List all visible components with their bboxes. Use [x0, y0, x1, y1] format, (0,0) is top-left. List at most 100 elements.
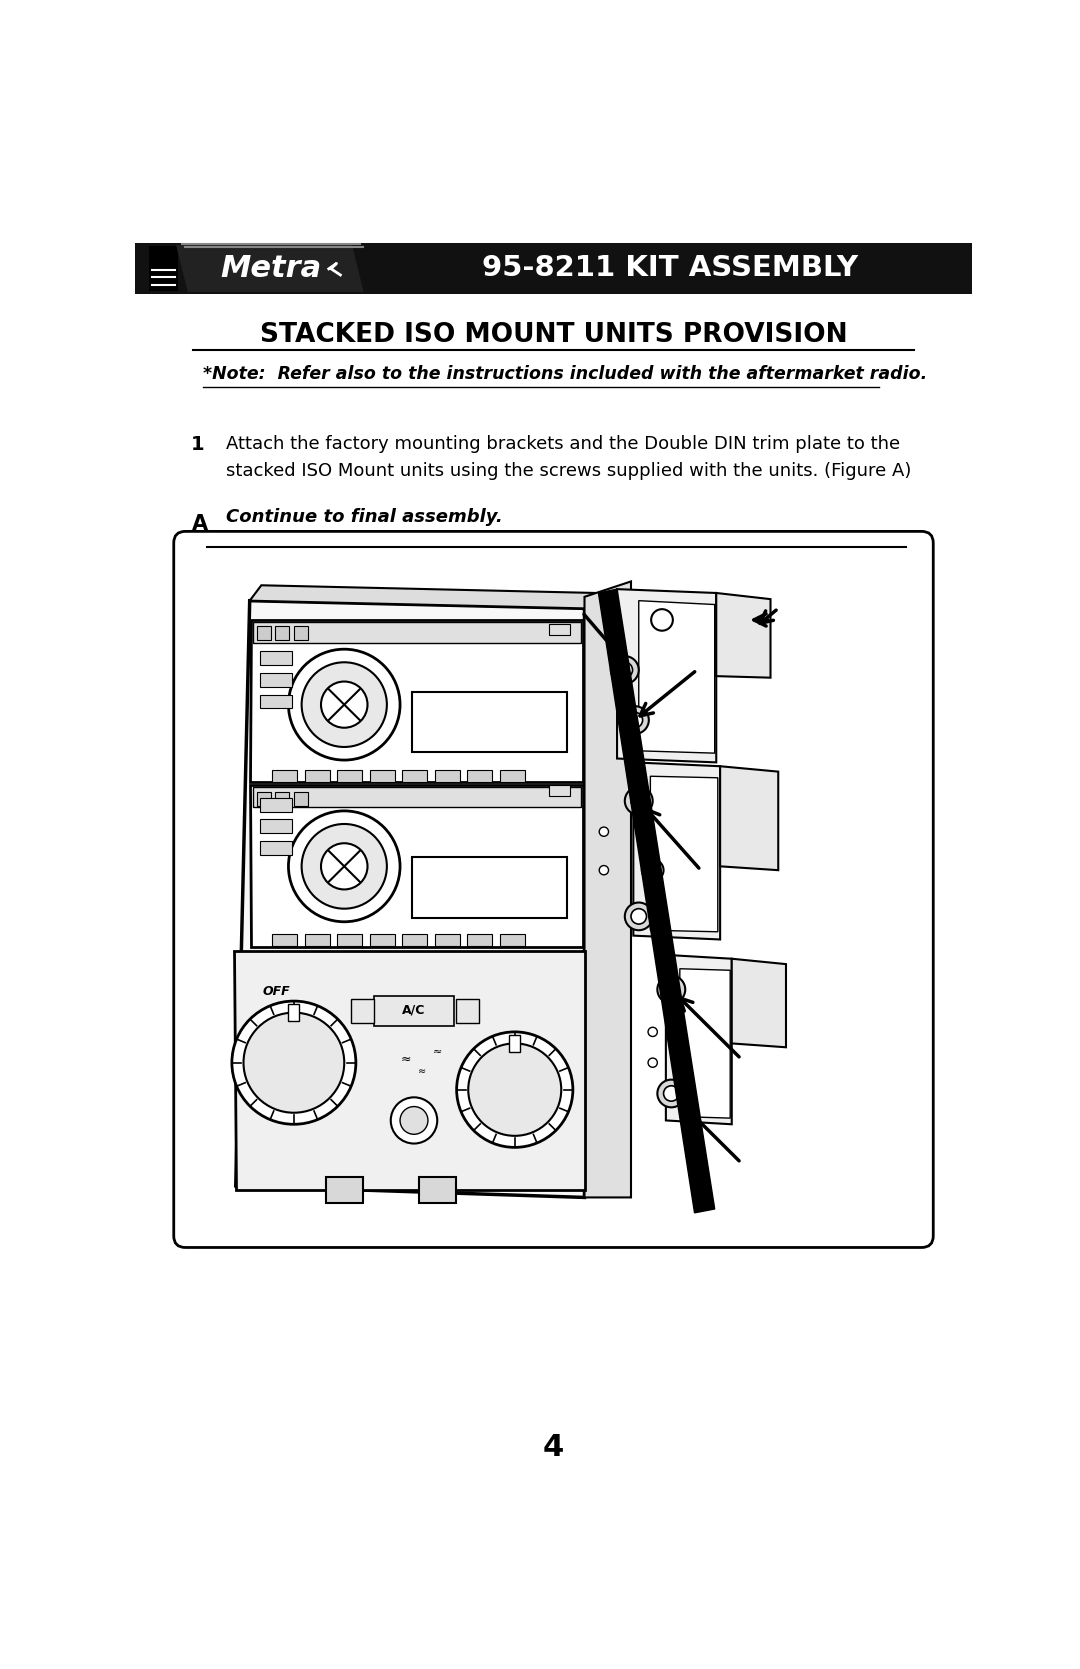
Text: 95-8211 KIT ASSEMBLY: 95-8211 KIT ASSEMBLY — [482, 254, 858, 282]
Circle shape — [651, 609, 673, 631]
FancyBboxPatch shape — [456, 998, 480, 1023]
Polygon shape — [638, 601, 715, 753]
FancyBboxPatch shape — [419, 1177, 456, 1203]
Text: Attach the factory mounting brackets and the Double DIN trim plate to the: Attach the factory mounting brackets and… — [227, 436, 901, 452]
Polygon shape — [584, 581, 631, 1197]
FancyBboxPatch shape — [500, 935, 525, 946]
FancyBboxPatch shape — [288, 1005, 299, 1021]
FancyBboxPatch shape — [369, 769, 394, 783]
Circle shape — [599, 866, 608, 875]
FancyBboxPatch shape — [260, 673, 293, 688]
FancyBboxPatch shape — [403, 769, 428, 783]
Text: 1: 1 — [191, 436, 204, 454]
FancyBboxPatch shape — [337, 769, 362, 783]
Polygon shape — [720, 766, 779, 870]
Text: A: A — [191, 514, 207, 534]
FancyBboxPatch shape — [294, 793, 308, 806]
Circle shape — [663, 1087, 679, 1102]
FancyBboxPatch shape — [435, 935, 460, 946]
Circle shape — [611, 656, 638, 684]
Polygon shape — [598, 589, 715, 1213]
Polygon shape — [253, 788, 581, 808]
FancyBboxPatch shape — [257, 793, 271, 806]
Text: ≈: ≈ — [418, 1066, 426, 1077]
Polygon shape — [732, 958, 786, 1046]
FancyBboxPatch shape — [272, 769, 297, 783]
Polygon shape — [249, 586, 596, 609]
Circle shape — [321, 843, 367, 890]
Circle shape — [631, 793, 647, 808]
Circle shape — [631, 908, 647, 925]
Circle shape — [627, 713, 643, 728]
Text: *Note:  Refer also to the instructions included with the aftermarket radio.: *Note: Refer also to the instructions in… — [203, 364, 928, 382]
FancyBboxPatch shape — [468, 935, 492, 946]
Circle shape — [617, 663, 633, 678]
Text: stacked ISO Mount units using the screws supplied with the units. (Figure A): stacked ISO Mount units using the screws… — [227, 462, 912, 481]
FancyBboxPatch shape — [369, 935, 394, 946]
Text: Metra: Metra — [220, 254, 321, 284]
FancyBboxPatch shape — [435, 769, 460, 783]
Circle shape — [599, 828, 608, 836]
FancyBboxPatch shape — [260, 694, 293, 708]
Text: ≈: ≈ — [401, 1053, 411, 1066]
FancyBboxPatch shape — [135, 242, 972, 294]
Circle shape — [321, 681, 367, 728]
Polygon shape — [249, 786, 583, 948]
Circle shape — [288, 649, 400, 759]
FancyBboxPatch shape — [413, 858, 567, 918]
FancyBboxPatch shape — [468, 769, 492, 783]
FancyBboxPatch shape — [403, 935, 428, 946]
FancyBboxPatch shape — [326, 1177, 363, 1203]
Circle shape — [663, 981, 679, 998]
FancyBboxPatch shape — [174, 531, 933, 1247]
FancyBboxPatch shape — [549, 624, 570, 634]
FancyBboxPatch shape — [275, 793, 289, 806]
Polygon shape — [633, 763, 720, 940]
Polygon shape — [235, 601, 584, 1197]
Polygon shape — [176, 245, 364, 292]
Circle shape — [391, 1097, 437, 1143]
FancyBboxPatch shape — [260, 819, 293, 833]
FancyBboxPatch shape — [351, 998, 375, 1023]
FancyBboxPatch shape — [272, 935, 297, 946]
Polygon shape — [666, 955, 732, 1125]
Circle shape — [243, 1013, 345, 1113]
Text: 4: 4 — [543, 1434, 564, 1462]
Circle shape — [625, 788, 652, 814]
Circle shape — [301, 824, 387, 908]
Circle shape — [400, 1107, 428, 1135]
FancyBboxPatch shape — [275, 626, 289, 639]
Circle shape — [642, 860, 663, 881]
Text: Continue to final assembly.: Continue to final assembly. — [227, 509, 503, 526]
Text: OFF: OFF — [262, 985, 291, 998]
Polygon shape — [679, 968, 730, 1118]
Polygon shape — [234, 951, 584, 1190]
FancyBboxPatch shape — [549, 786, 570, 796]
Polygon shape — [716, 592, 770, 678]
Polygon shape — [253, 623, 581, 643]
FancyBboxPatch shape — [260, 651, 293, 666]
Text: ≈: ≈ — [433, 1046, 442, 1056]
Circle shape — [469, 1043, 562, 1137]
Text: A/C: A/C — [403, 1003, 426, 1016]
FancyBboxPatch shape — [500, 769, 525, 783]
FancyBboxPatch shape — [337, 935, 362, 946]
Circle shape — [648, 1058, 658, 1066]
Circle shape — [288, 811, 400, 921]
Text: STACKED ISO MOUNT UNITS PROVISION: STACKED ISO MOUNT UNITS PROVISION — [259, 322, 848, 349]
Polygon shape — [650, 776, 718, 931]
FancyBboxPatch shape — [510, 1035, 521, 1051]
FancyBboxPatch shape — [305, 935, 329, 946]
FancyBboxPatch shape — [305, 769, 329, 783]
Circle shape — [658, 1080, 685, 1107]
FancyBboxPatch shape — [374, 996, 455, 1026]
Polygon shape — [249, 619, 583, 781]
Polygon shape — [584, 592, 596, 1197]
FancyBboxPatch shape — [149, 245, 178, 290]
FancyBboxPatch shape — [260, 798, 293, 811]
Circle shape — [625, 903, 652, 930]
Circle shape — [232, 1001, 356, 1125]
Circle shape — [301, 663, 387, 748]
Polygon shape — [617, 589, 716, 763]
Circle shape — [658, 976, 685, 1003]
